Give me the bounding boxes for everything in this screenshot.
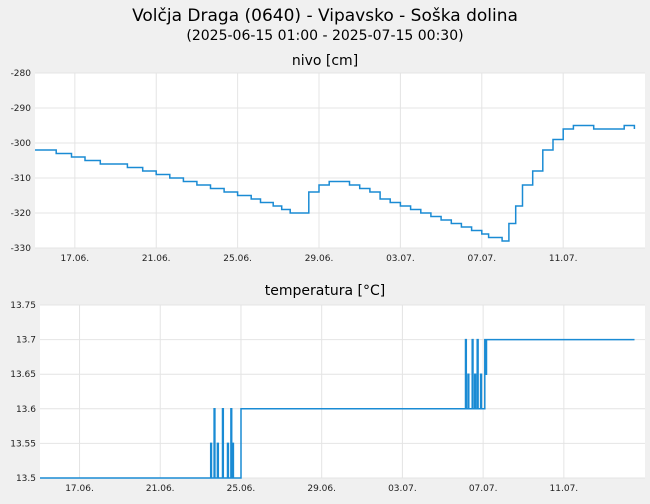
chart-2-plot-area: [40, 305, 645, 478]
y-tick-label: -310: [11, 174, 32, 184]
x-tick-label: 11.07.: [549, 254, 578, 264]
x-tick-label: 21.06.: [146, 484, 175, 494]
chart-1-series: [35, 124, 636, 242]
x-tick-label: 03.07.: [388, 484, 417, 494]
x-tick-label: 17.06.: [65, 484, 94, 494]
y-tick-label: 13.6: [16, 405, 36, 415]
y-tick-label: -290: [11, 104, 32, 114]
y-tick-label: -330: [11, 244, 32, 254]
x-tick-label: 25.06.: [223, 254, 252, 264]
y-tick-label: 13.5: [16, 474, 36, 484]
x-tick-label: 07.07.: [469, 484, 498, 494]
y-tick-label: -280: [11, 69, 32, 79]
chart-2-title: temperatura [°C]: [265, 283, 385, 299]
series-line-1-1: [35, 124, 636, 242]
y-tick-label: 13.75: [10, 301, 36, 311]
page-title: Volčja Draga (0640) - Vipavsko - Soška d…: [132, 6, 518, 26]
chart-2-y-axis: 13.75 13.7 13.65 13.6 13.55 13.5: [10, 301, 36, 484]
chart-1-y-axis: -280 -290 -300 -310 -320 -330: [11, 69, 32, 254]
date-range-subtitle: (2025-06-15 01:00 - 2025-07-15 00:30): [186, 28, 463, 44]
x-tick-label: 21.06.: [142, 254, 171, 264]
y-tick-label: -320: [11, 209, 32, 219]
x-tick-label: 25.06.: [227, 484, 256, 494]
x-tick-label: 11.07.: [550, 484, 579, 494]
y-tick-label: 13.65: [10, 370, 36, 380]
x-tick-label: 07.07.: [467, 254, 496, 264]
chart-2-series: [40, 338, 635, 479]
x-tick-label: 29.06.: [305, 254, 334, 264]
x-tick-label: 17.06.: [61, 254, 90, 264]
chart-2-x-axis: 17.06. 21.06. 25.06. 29.06. 03.07. 07.07. 11.0…: [65, 484, 578, 494]
chart-1-title: nivo [cm]: [292, 53, 358, 69]
x-tick-label: 03.07.: [386, 254, 415, 264]
chart-1-x-axis: 17.06. 21.06. 25.06. 29.06. 03.07. 07.07. 11.0…: [61, 254, 578, 264]
series-line-2-1: [40, 338, 635, 479]
y-tick-label: -300: [11, 139, 32, 149]
y-tick-label: 13.7: [16, 336, 36, 346]
chart-1-grid: [35, 72, 645, 249]
chart-1-plot-area: [35, 73, 645, 248]
y-tick-label: 13.55: [10, 439, 36, 449]
x-tick-label: 29.06.: [307, 484, 336, 494]
